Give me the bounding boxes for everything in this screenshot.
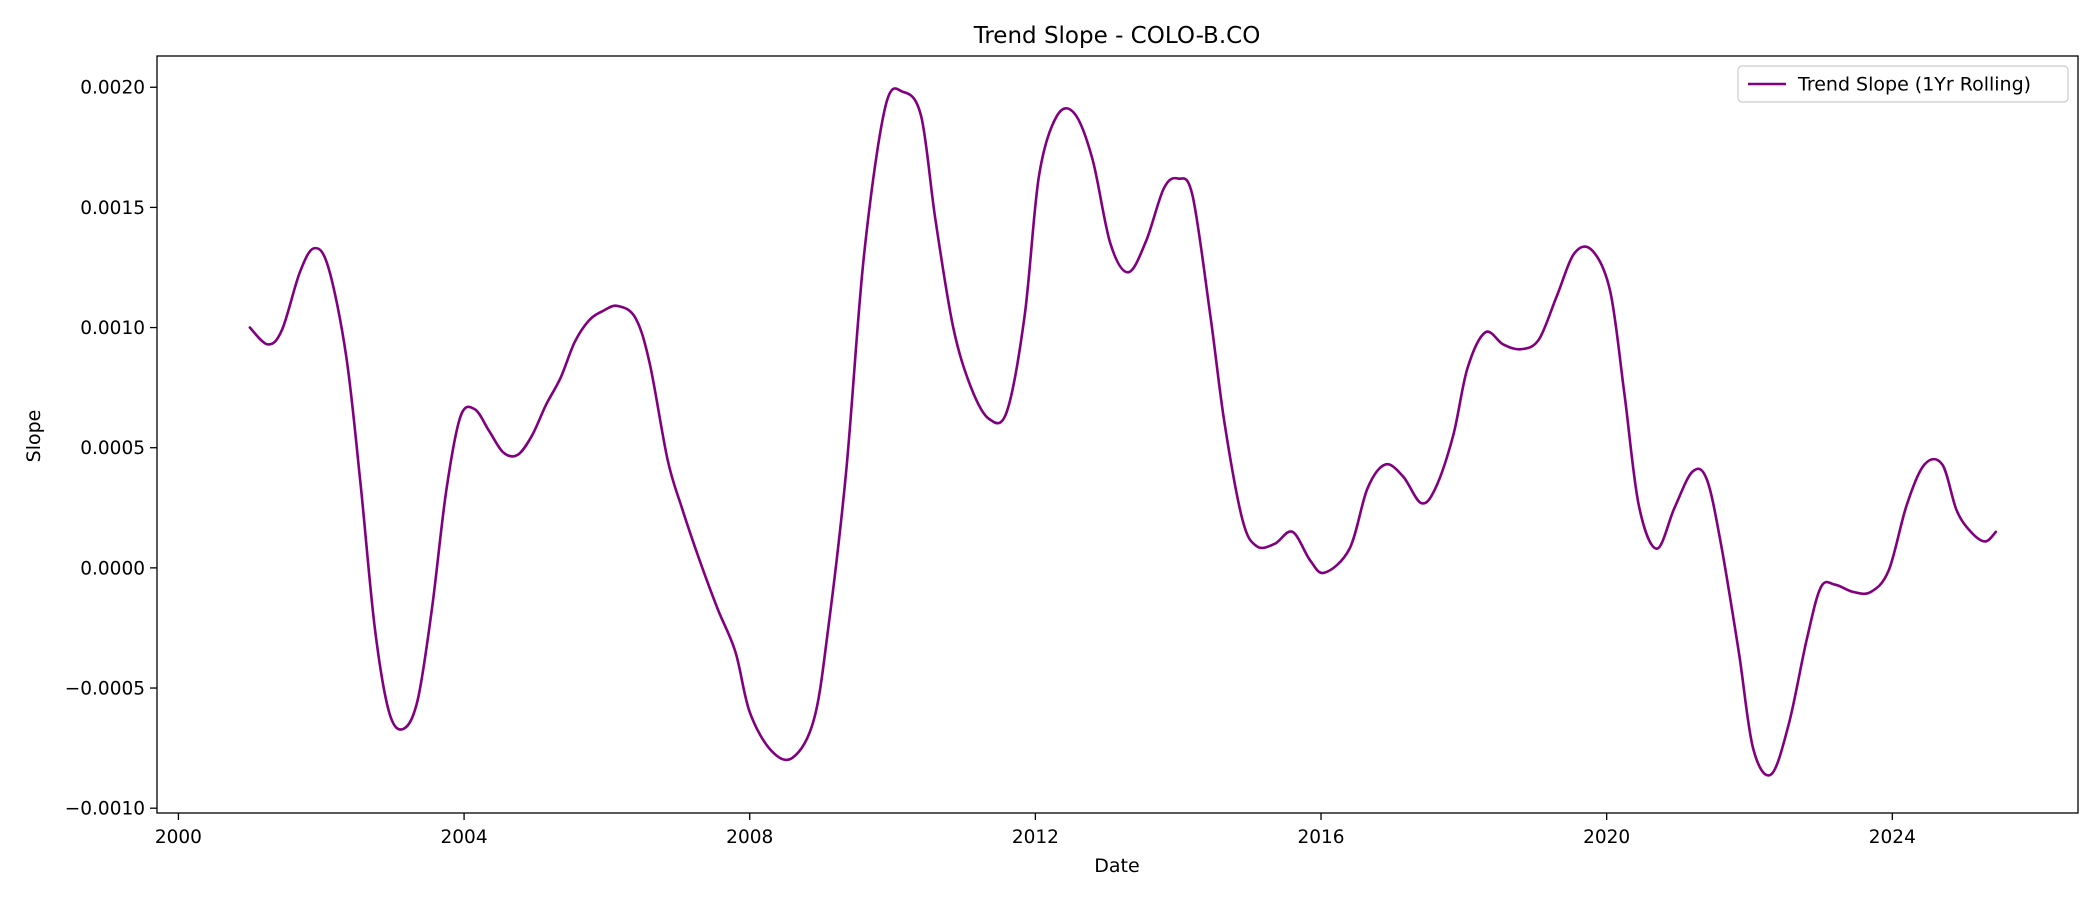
legend-label: Trend Slope (1Yr Rolling) <box>1797 74 2031 96</box>
y-tick-label: −0.0010 <box>65 799 145 820</box>
y-axis-label: Slope <box>23 410 45 463</box>
chart-title: Trend Slope - COLO-B.CO <box>973 23 1261 49</box>
x-tick-label: 2008 <box>726 827 773 848</box>
y-tick-label: 0.0000 <box>80 558 145 579</box>
x-tick-label: 2004 <box>441 827 488 848</box>
y-tick-label: −0.0005 <box>65 679 145 700</box>
plot-area: 2000 2004 2008 2012 2016 2020 2024 −0.0010 −0.00… <box>65 55 2079 848</box>
y-tick-label: 0.0005 <box>80 438 145 459</box>
x-tick-label: 2020 <box>1583 827 1630 848</box>
plot-frame <box>156 55 2079 814</box>
y-tick-label: 0.0015 <box>80 198 145 219</box>
y-tick-label: 0.0010 <box>80 318 145 339</box>
y-tick-label: 0.0020 <box>80 78 145 99</box>
legend-box <box>1737 65 2069 103</box>
x-axis-label: Date <box>1094 855 1139 877</box>
x-tick-label: 2016 <box>1297 827 1344 848</box>
x-tick-label: 2000 <box>155 827 202 848</box>
x-tick-label: 2024 <box>1869 827 1916 848</box>
x-tick-label: 2012 <box>1012 827 1059 848</box>
series-line-1 <box>248 87 1998 777</box>
